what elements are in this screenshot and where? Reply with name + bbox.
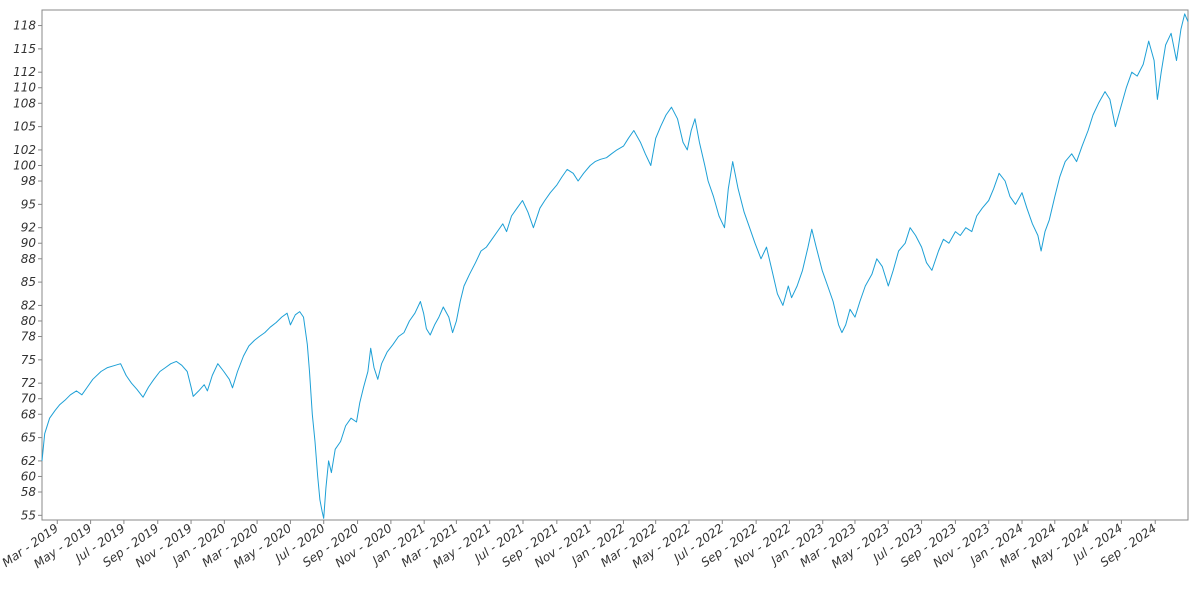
y-tick-label: 75: [21, 353, 36, 367]
y-axis: 5558606265687072757880828588909295981001…: [13, 19, 42, 522]
y-tick-label: 72: [21, 376, 36, 390]
y-tick-label: 60: [21, 469, 37, 483]
y-tick-label: 112: [13, 65, 36, 79]
y-tick-label: 65: [21, 431, 36, 445]
y-tick-label: 80: [21, 314, 37, 328]
y-tick-label: 88: [21, 252, 37, 266]
y-tick-label: 70: [21, 392, 37, 406]
y-tick-label: 110: [13, 81, 36, 95]
y-tick-label: 62: [21, 454, 36, 468]
y-tick-label: 90: [21, 236, 37, 250]
y-tick-label: 108: [13, 96, 36, 110]
y-tick-label: 85: [21, 275, 36, 289]
y-tick-label: 95: [21, 197, 36, 211]
y-tick-label: 82: [21, 298, 36, 312]
y-tick-label: 115: [13, 42, 36, 56]
y-tick-label: 78: [21, 330, 37, 344]
y-tick-label: 58: [21, 485, 37, 499]
series-line: [41, 13, 1189, 519]
y-tick-label: 68: [21, 407, 37, 421]
y-tick-label: 100: [13, 158, 36, 172]
plot-frame: [41, 9, 1189, 521]
y-tick-label: 118: [13, 19, 36, 33]
y-tick-label: 92: [21, 221, 36, 235]
y-tick-label: 102: [13, 143, 36, 157]
y-tick-label: 105: [13, 120, 36, 134]
y-tick-label: 98: [21, 174, 37, 188]
y-tick-label: 55: [21, 508, 36, 522]
